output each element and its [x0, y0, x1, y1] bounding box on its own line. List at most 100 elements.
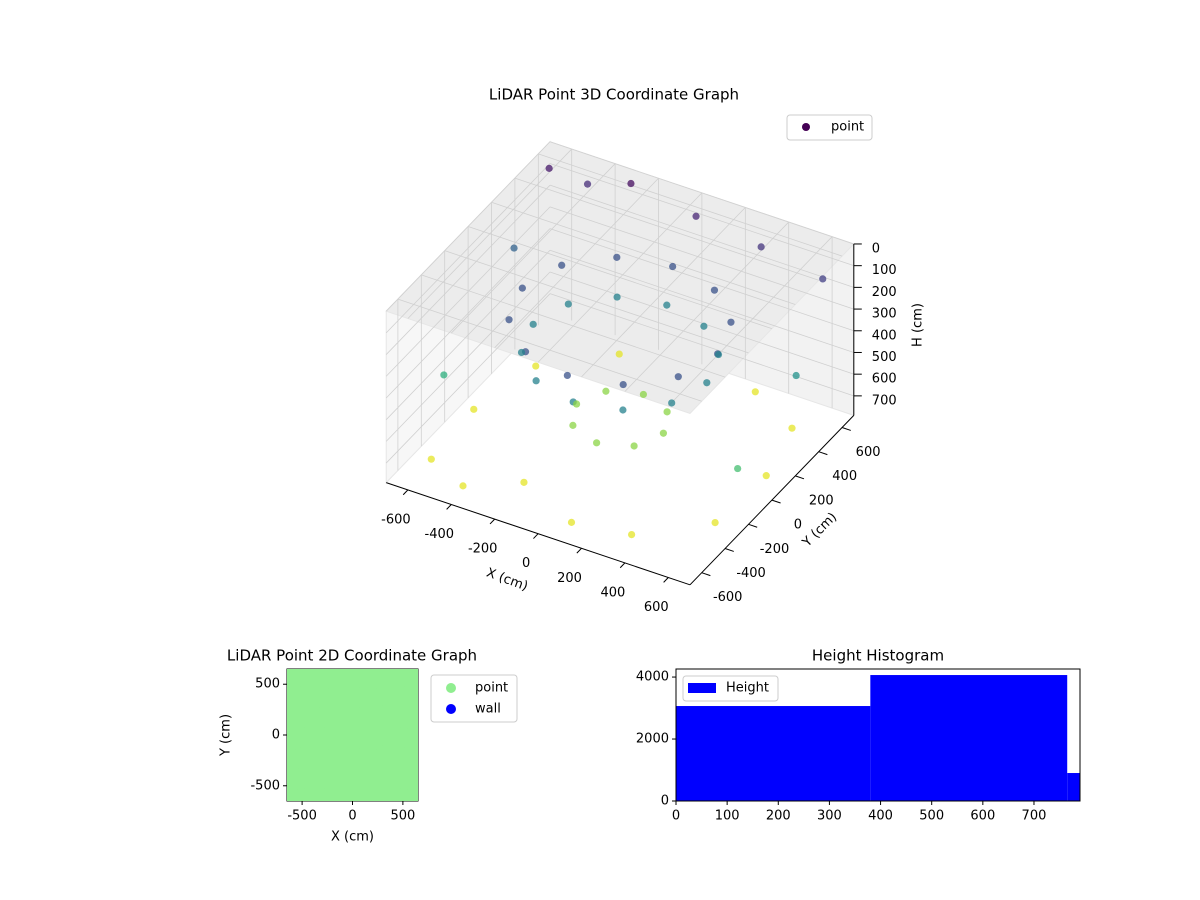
- point: [668, 399, 676, 407]
- grid-line: [385, 293, 551, 464]
- x-tick-label: -400: [425, 527, 455, 542]
- z-tick-label: 500: [872, 350, 897, 365]
- point: [711, 518, 719, 527]
- x-axis-label: X (cm): [331, 830, 374, 845]
- point: [593, 439, 601, 447]
- x-tick-label: 200: [557, 571, 582, 586]
- x-axis-line: [386, 482, 691, 586]
- y-axis-label: Y (cm): [219, 714, 234, 757]
- y-tick-label: -400: [736, 566, 766, 581]
- point: [630, 442, 638, 450]
- tick-mark: [663, 577, 669, 583]
- grid-line: [385, 206, 551, 377]
- grid-line: [467, 226, 773, 330]
- point: [757, 243, 765, 251]
- point: [613, 253, 621, 261]
- y-tick-label: 4000: [636, 670, 669, 685]
- y-tick-label: -500: [250, 778, 280, 793]
- grid-line: [397, 298, 702, 402]
- y-tick-label: 500: [255, 677, 280, 692]
- point: [602, 387, 610, 395]
- x-tick-label: 0: [348, 809, 356, 824]
- y-tick-label: 600: [856, 445, 881, 460]
- x-tick-label: 700: [1022, 809, 1047, 824]
- x-tick-label: 300: [817, 809, 842, 824]
- axes-hist: 0 100 200 300 400 500 600 700 0 2000 4000: [636, 668, 1081, 824]
- tick-mark: [818, 451, 828, 456]
- tick-mark: [446, 504, 452, 510]
- grid-line: [514, 177, 819, 281]
- x-tick-label: 500: [390, 809, 415, 824]
- y-tick-label: 0: [661, 794, 669, 809]
- point: [505, 316, 513, 324]
- z-tick-label: 700: [872, 393, 897, 408]
- legend-marker: [446, 683, 456, 693]
- x-tick-label: -500: [287, 809, 317, 824]
- point: [459, 482, 467, 490]
- legend-patch: [688, 683, 716, 693]
- grid-line: [421, 274, 726, 378]
- chart-title: LiDAR Point 3D Coordinate Graph: [489, 86, 739, 104]
- legend-marker: [446, 704, 456, 714]
- x-tick-label: -600: [381, 512, 411, 527]
- grid-line: [385, 163, 551, 334]
- chart-title: LiDAR Point 2D Coordinate Graph: [227, 647, 477, 665]
- point: [545, 164, 553, 172]
- point: [619, 406, 627, 414]
- x-tick-label: 400: [600, 585, 625, 600]
- grid-line: [491, 201, 796, 305]
- point: [569, 421, 577, 429]
- point: [619, 380, 627, 389]
- z-tick-label: 400: [872, 328, 897, 343]
- y-tick-label: -200: [760, 542, 790, 557]
- grid-line: [385, 271, 551, 442]
- grid-line: [444, 250, 749, 354]
- plot-frame: [675, 668, 1081, 802]
- grid-line: [385, 228, 551, 399]
- point: [674, 373, 682, 381]
- legend: point: [786, 114, 873, 141]
- point: [573, 400, 581, 408]
- point: [440, 371, 448, 379]
- legend-box: [786, 114, 873, 141]
- point: [615, 350, 623, 358]
- y-tick-label: 400: [832, 469, 857, 484]
- legend-label: point: [831, 120, 864, 135]
- y-tick-label: 200: [809, 493, 834, 508]
- bar: [676, 706, 871, 801]
- grid-line: [549, 163, 854, 267]
- grid-line: [385, 184, 551, 355]
- tick-mark: [576, 547, 582, 554]
- legend: Height: [682, 675, 779, 702]
- tick-mark: [619, 562, 626, 569]
- legend-label: point: [475, 681, 508, 696]
- y-axis-line: [689, 415, 855, 586]
- grid-line: [549, 249, 854, 353]
- point: [762, 472, 770, 480]
- bar: [870, 675, 1068, 801]
- point: [788, 424, 796, 432]
- points-2d: [287, 669, 418, 801]
- tick-mark: [841, 427, 851, 431]
- x-tick-label: 0: [672, 809, 680, 824]
- grid-line: [538, 153, 843, 257]
- point: [583, 180, 592, 188]
- point: [510, 244, 518, 252]
- y-tick-label: -600: [713, 590, 743, 605]
- legend-marker: [802, 123, 810, 131]
- grid-line: [385, 249, 551, 420]
- point: [564, 300, 572, 308]
- point: [518, 284, 526, 292]
- tick-mark: [489, 518, 496, 525]
- points-3d: [427, 164, 827, 539]
- z-tick-label: 300: [872, 307, 897, 322]
- legend-label: wall: [475, 702, 501, 717]
- tick-mark: [533, 533, 539, 539]
- x-tick-label: 200: [766, 809, 791, 824]
- point: [710, 286, 719, 294]
- x-tick-label: -200: [468, 542, 498, 557]
- chart-title: Height Histogram: [812, 647, 944, 665]
- grid-line: [549, 228, 854, 332]
- x-tick-label: 400: [868, 809, 893, 824]
- point: [532, 377, 540, 385]
